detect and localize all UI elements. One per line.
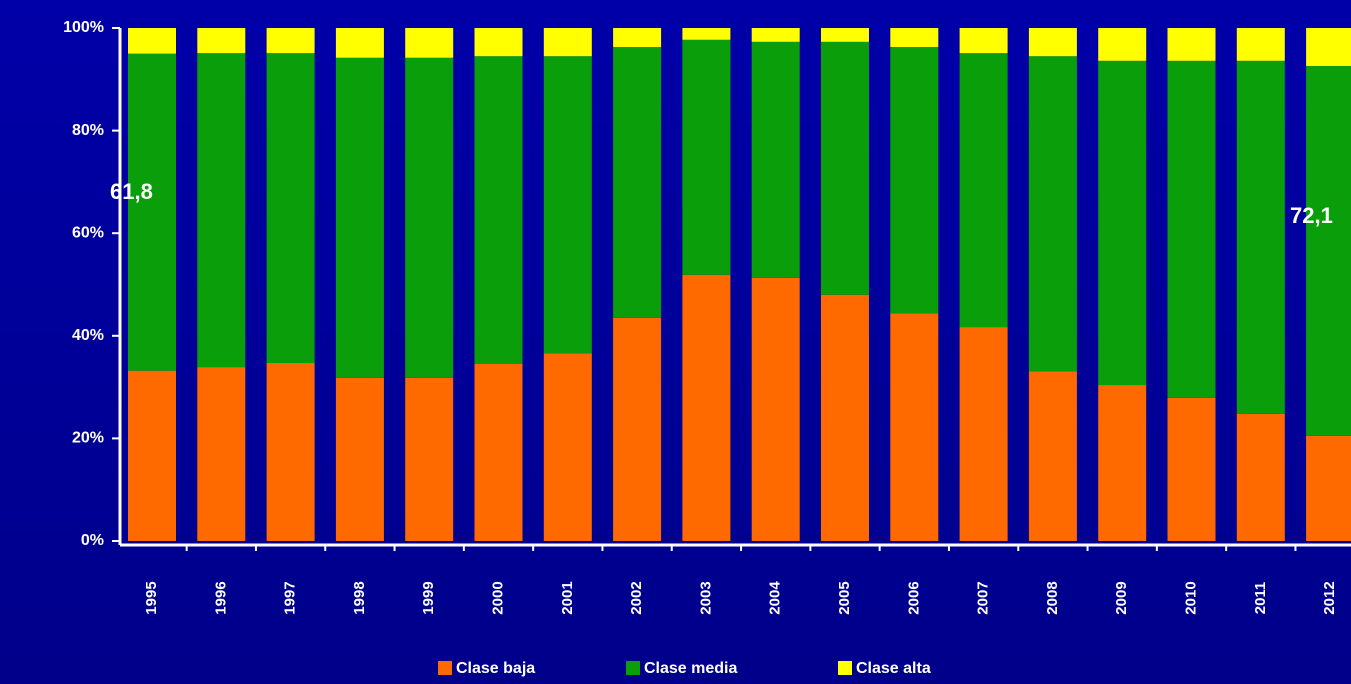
bar-segment [405,377,454,541]
bar-segment [751,41,800,278]
x-tick-label: 1996 [212,581,229,614]
x-tick-label: 2007 [975,581,992,614]
bar-segment [821,28,869,42]
bar-segment [959,53,1008,328]
bar-segment [682,39,731,275]
bar-segment [405,57,454,378]
bar-segment [335,28,384,58]
bar-segment [1028,371,1077,541]
bar-segment [1306,65,1351,436]
bar-segment [751,277,800,541]
bar-segment [128,370,176,541]
bar-segment [405,28,454,58]
legend-label: Clase alta [856,660,931,677]
y-tick-label: 60% [72,224,104,241]
bar-segment [682,28,731,40]
bar-segment [1167,397,1216,541]
bar-segment [821,41,869,295]
x-tick-label: 1997 [282,581,299,614]
x-tick-label: 2009 [1113,581,1130,614]
x-tick-label: 2002 [628,581,645,614]
x-tick-label: 2000 [489,581,506,614]
bar-segment [266,28,315,54]
x-tick-label: 2011 [1252,582,1269,615]
x-tick-label: 2008 [1044,581,1061,614]
bar-segment [1236,60,1285,414]
bar-segment [197,367,246,541]
x-tick-label: 1995 [143,581,160,614]
x-tick-label: 2003 [697,581,714,614]
bar-segment [1028,56,1077,372]
bar-segment [543,28,592,57]
x-tick-label: 1998 [351,581,368,614]
bar-segment [543,353,592,541]
bar-segment [613,28,662,47]
x-tick-label: 1999 [420,581,437,614]
bar-segment [1236,28,1285,61]
bar-segment [1236,413,1285,541]
bar-segment [890,28,939,47]
bar-segment [1098,385,1147,541]
legend-swatch [838,661,852,675]
bar-segment [959,327,1008,541]
bar-segment [197,28,246,54]
y-tick-label: 20% [72,430,104,447]
x-tick-label: 2010 [1182,581,1199,614]
bar-segment [474,56,523,365]
legend-label: Clase baja [456,660,535,677]
bar-segment [1167,60,1216,398]
bar-segment [1098,28,1147,61]
bar-segment [682,274,731,541]
bar-segment [890,313,939,541]
y-tick-label: 80% [72,122,104,139]
bar-segment [128,53,176,371]
bar-segment [128,28,176,54]
legend-swatch [626,661,640,675]
x-tick-label: 2006 [905,581,922,614]
y-tick-label: 100% [63,19,104,36]
bar-segment [821,294,869,541]
bar-segment [266,53,315,363]
bar-segment [1028,28,1077,57]
bar-segment [890,46,939,314]
bar-segment [959,28,1008,54]
bar-segment [335,377,384,541]
annotation: 72,1 [1290,203,1333,228]
x-tick-label: 2004 [767,581,784,615]
x-tick-label: 2005 [836,581,853,614]
x-tick-label: 2001 [559,581,576,614]
bar-segment [1306,28,1351,66]
bar-segment [335,57,384,378]
bar-segment [1167,28,1216,61]
bar-segment [613,317,662,541]
bar-segment [1098,60,1147,386]
bar-segment [613,46,662,318]
legend-label: Clase media [644,660,737,677]
y-tick-label: 40% [72,327,104,344]
legend-swatch [438,661,452,675]
x-tick-label: 2012 [1321,581,1338,614]
bar-segment [474,364,523,541]
bar-segment [474,28,523,57]
bar-segment [543,56,592,354]
bar-segment [197,53,246,368]
bar-segment [751,28,800,42]
y-tick-label: 0% [81,532,104,549]
bar-segment [1306,435,1351,541]
bar-segment [266,362,315,541]
annotation: 61,8 [110,179,153,204]
